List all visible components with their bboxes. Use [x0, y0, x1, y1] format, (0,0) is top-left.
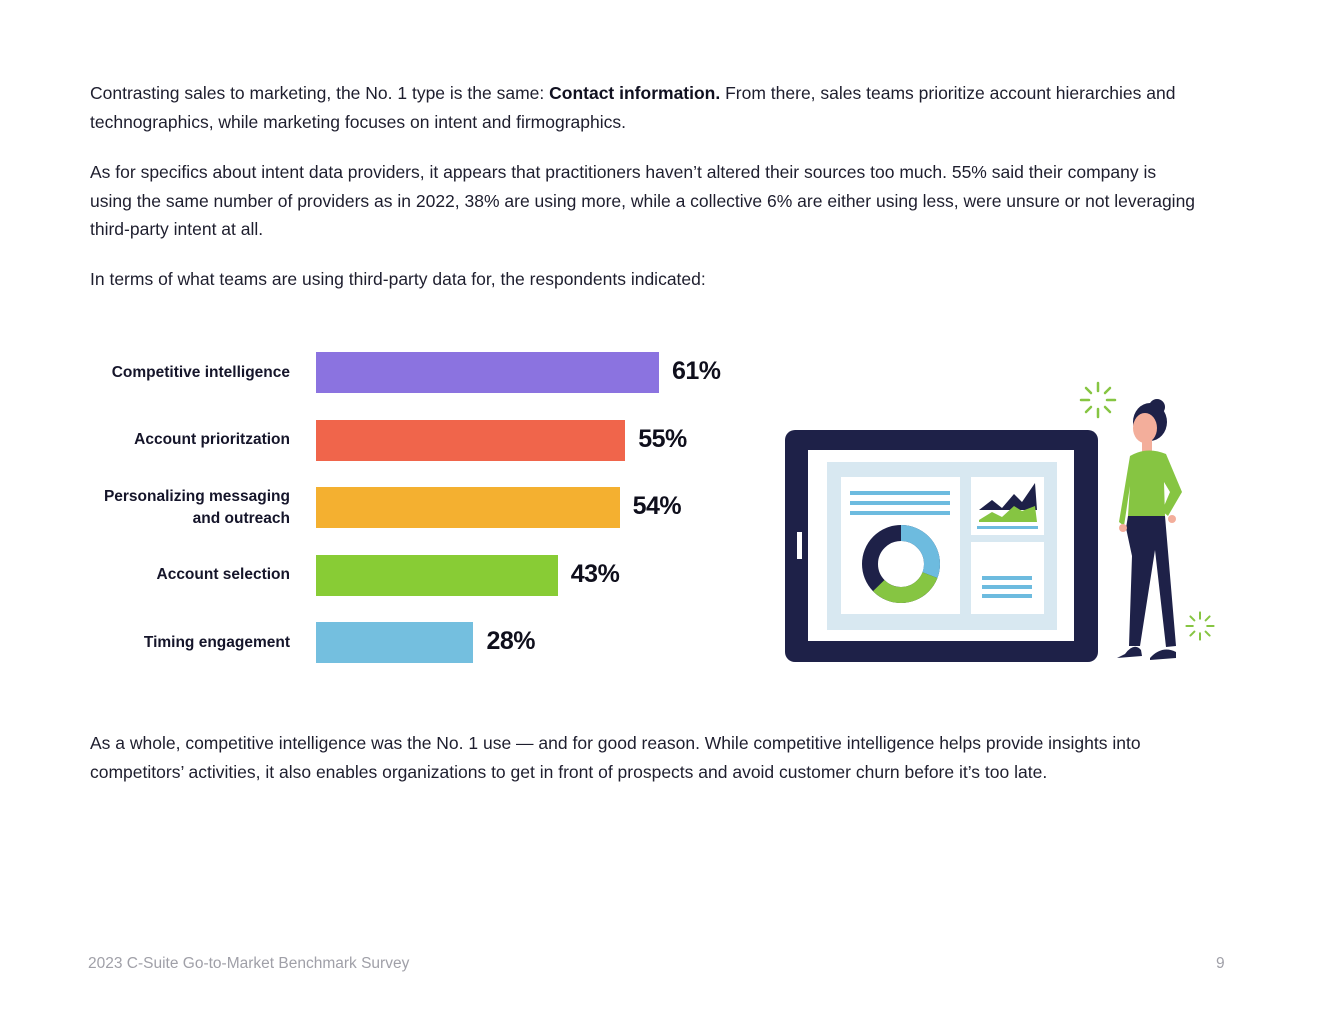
conclusion-paragraph: As a whole, competitive intelligence was… [90, 733, 1141, 782]
donut-card-line [850, 491, 950, 495]
providers-paragraph: As for specifics about intent data provi… [90, 162, 1196, 239]
tablet-dashboard-illustration [785, 381, 1215, 662]
bar-category-label-line: Account prioritzation [134, 431, 290, 448]
footer-report-title: 2023 C-Suite Go-to-Market Benchmark Surv… [88, 955, 410, 972]
donut-chart-icon [862, 525, 940, 603]
sparkle-icon [1185, 611, 1215, 641]
page-number: 9 [1216, 955, 1225, 972]
donut-card-line [850, 501, 950, 505]
chart-intro-paragraph: In terms of what teams are using third-p… [90, 269, 706, 289]
intro-text-start: Contrasting sales to marketing, the No. … [90, 83, 550, 103]
bar-category-label: Timing engagement [50, 632, 290, 654]
woman-figure [1117, 399, 1182, 660]
bar-category-label: Personalizing messaging and outreach [50, 486, 290, 530]
intro-text-end: From there, sales teams prioritize accou… [90, 83, 1176, 132]
bar-category-label-line: Timing engagement [143, 633, 290, 651]
bar-value-label: 54% [632, 492, 682, 520]
bar-value-label: 28% [486, 627, 535, 655]
sparkle-icon [1079, 381, 1117, 419]
donut-card-line [850, 511, 950, 515]
bar-category-label-line: Account selection [156, 566, 291, 583]
bar-category-label: Competitive intelligence [50, 362, 290, 384]
area-chart-icon [979, 483, 1037, 510]
bar-category-label: Account prioritzation [50, 429, 290, 451]
bar-account-selection [316, 554, 558, 596]
bar-personalizing-messaging-and-outreach [316, 487, 620, 528]
bar-value-label: 61% [672, 357, 721, 385]
bar-competitive-intelligence [316, 352, 659, 393]
bar-category-label-line: and outreach [192, 509, 290, 527]
bar-account-prioritzation [316, 419, 626, 461]
intro-paragraph: Contrasting sales to marketing, the No. … [90, 79, 1190, 136]
bar-category-label-line: Competitive intelligence [111, 363, 290, 381]
usage-bar-chart: Competitive intelligence 61% Account prior… [0, 330, 760, 680]
bar-category-label-line: Personalizing messaging [103, 487, 290, 505]
bar-value-label: 55% [638, 424, 687, 453]
intro-bold-phrase: Contact information. [549, 83, 721, 103]
bar-timing-engagement [316, 622, 474, 663]
tablet-home-button [797, 532, 802, 559]
bar-value-label: 43% [570, 559, 620, 588]
bar-category-label: Account selection [50, 564, 291, 586]
